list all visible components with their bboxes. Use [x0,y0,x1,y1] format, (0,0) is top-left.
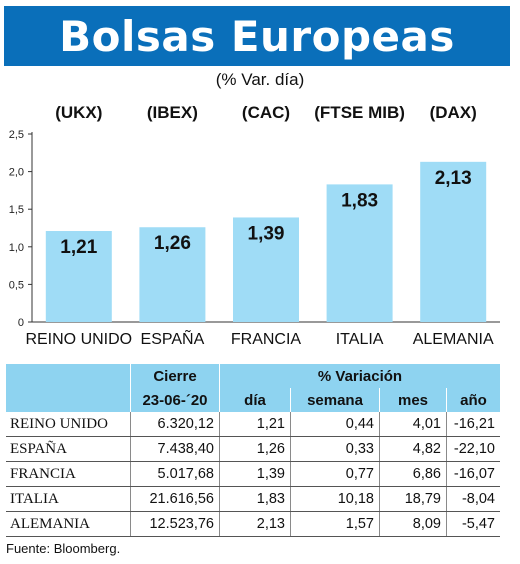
cell-ano: -16,21 [446,412,500,437]
cell-mes: 4,82 [379,436,447,462]
cell-name: ALEMANIA [6,511,131,537]
bar-value-label: 1,21 [60,237,97,258]
header-col-semana: semana [290,388,380,412]
ticker-label: (FTSE MIB) [314,103,405,122]
y-tick-label: 1,0 [9,242,24,254]
header-empty-cell [6,364,131,388]
cell-name: REINO UNIDO [6,412,131,437]
y-tick-label: 0 [18,317,24,329]
cell-dia: 1,39 [219,461,291,487]
cell-cierre: 6.320,12 [130,412,220,437]
cell-ano: -8,04 [446,486,500,512]
category-label: ESPAÑA [141,328,205,348]
table-row: ALEMANIA 12.523,76 2,13 1,57 8,09 -5,47 [6,511,500,537]
bar [326,184,393,322]
cell-name: FRANCIA [6,461,131,487]
y-tick-label: 2,0 [9,167,24,179]
cell-cierre: 12.523,76 [130,511,220,537]
cell-semana: 1,57 [290,511,380,537]
cell-cierre: 21.616,56 [130,486,220,512]
cell-semana: 10,18 [290,486,380,512]
table-row: ITALIA 21.616,56 1,83 10,18 18,79 -8,04 [6,486,500,512]
header-empty-cell-2 [6,388,131,412]
cell-cierre: 5.017,68 [130,461,220,487]
cell-dia: 2,13 [219,511,291,537]
y-tick-label: 2,5 [9,129,24,141]
category-label: ALEMANIA [413,331,494,348]
data-table: Cierre % Variación 23-06-´20 día semana … [6,364,500,537]
header-col-ano: año [446,388,500,412]
bar [139,227,206,322]
ticker-label: (UKX) [55,103,102,122]
category-label: REINO UNIDO [25,331,132,348]
table-body: REINO UNIDO 6.320,12 1,21 0,44 4,01 -16,21 ESP… [6,412,500,537]
bar-value-label: 1,39 [248,223,285,244]
ticker-label: (DAX) [430,103,477,122]
bar [420,161,487,322]
category-label: FRANCIA [231,331,302,348]
cell-semana: 0,33 [290,436,380,462]
bar-value-label: 2,13 [435,168,472,189]
cell-name: ITALIA [6,486,131,512]
table-row: REINO UNIDO 6.320,12 1,21 0,44 4,01 -16,21 [6,412,500,437]
cell-dia: 1,26 [219,436,291,462]
cell-semana: 0,77 [290,461,380,487]
ticker-label: (CAC) [242,103,290,122]
cell-name: ESPAÑA [6,436,131,462]
header-col-mes: mes [379,388,447,412]
cell-mes: 6,86 [379,461,447,487]
table-row: FRANCIA 5.017,68 1,39 0,77 6,86 -16,07 [6,461,500,487]
table-row: ESPAÑA 7.438,40 1,26 0,33 4,82 -22,10 [6,436,500,462]
bar [233,217,299,322]
header-date: 23-06-´20 [130,388,220,412]
unit-subtitle: (% Var. día) [215,70,305,89]
cell-dia: 1,21 [219,412,291,437]
source-note: Fuente: Bloomberg. [6,541,121,556]
bar [45,231,112,322]
cell-ano: -5,47 [446,511,500,537]
title-banner: Bolsas Europeas [4,6,510,66]
header-cierre: Cierre [130,364,220,388]
y-tick-label: 0,5 [9,279,24,291]
header-variacion: % Variación [219,364,500,388]
page-title: Bolsas Europeas [59,11,455,61]
cell-cierre: 7.438,40 [130,436,220,462]
bar-value-label: 1,26 [154,233,191,254]
category-label: ITALIA [336,331,384,348]
cell-mes: 18,79 [379,486,447,512]
bar-chart: 0 0,5 1,0 1,5 2,0 2,5 1,21 (UKX) REINO UNIDO 1,26… [9,103,500,348]
cell-mes: 4,01 [379,412,447,437]
ticker-label: (IBEX) [147,103,198,122]
cell-dia: 1,83 [219,486,291,512]
cell-mes: 8,09 [379,511,447,537]
cell-ano: -22,10 [446,436,500,462]
cell-semana: 0,44 [290,412,380,437]
bar-value-label: 1,83 [341,190,378,211]
y-tick-label: 1,5 [9,204,24,216]
cell-ano: -16,07 [446,461,500,487]
header-col-dia: día [219,388,291,412]
